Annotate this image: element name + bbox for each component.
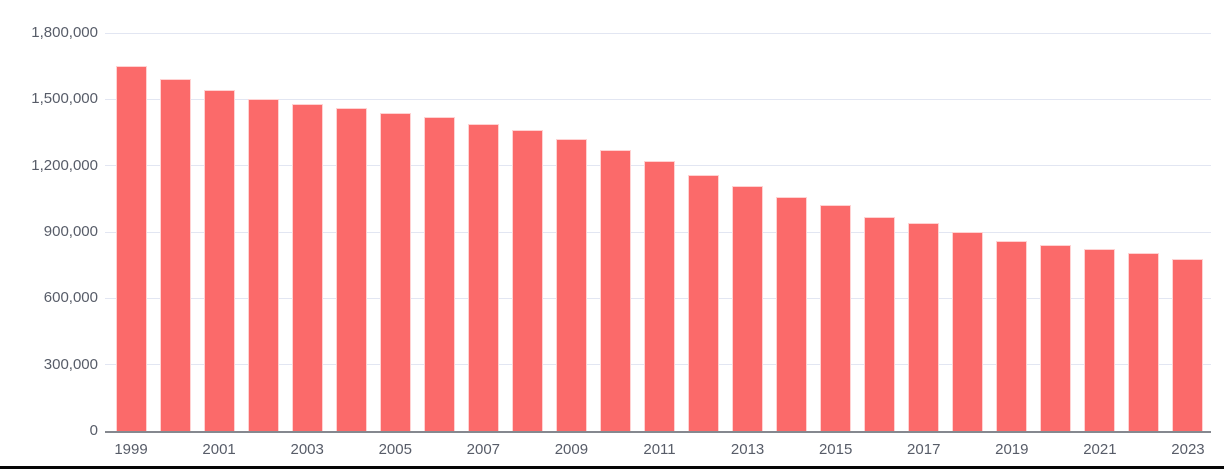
bar-2002 [247, 99, 279, 431]
x-axis-tick-label: 2007 [466, 441, 501, 458]
bar-2012 [688, 174, 720, 431]
x-axis-tick-label: 2013 [730, 441, 765, 458]
bar-2000 [159, 79, 191, 431]
x-axis-tick-label: 2015 [818, 441, 853, 458]
y-axis-tick-label: 1,200,000 [31, 156, 98, 174]
x-axis-tick-label: 2009 [554, 441, 589, 458]
x-axis-tick-label: 2023 [1171, 441, 1205, 458]
bar-2021 [1084, 248, 1116, 431]
bar-2013 [732, 185, 764, 431]
bar-2009 [555, 139, 587, 431]
bar-2011 [644, 161, 675, 431]
y-axis-tick-label: 0 [89, 422, 98, 439]
y-axis-tick-label: 1,500,000 [31, 90, 98, 108]
x-axis-tick-label: 2005 [378, 441, 412, 458]
x-axis-tick-label: 2021 [1083, 441, 1117, 458]
bar-2020 [1040, 245, 1072, 431]
gridline [105, 98, 1211, 100]
x-axis-line [105, 431, 1211, 433]
bar-2005 [379, 112, 411, 431]
bar-2003 [291, 103, 323, 431]
x-axis-tick-label: 2003 [290, 441, 324, 458]
bar-2010 [599, 150, 631, 431]
bar-2018 [952, 232, 984, 431]
gridline [105, 32, 1211, 34]
x-axis-tick-label: 2017 [907, 441, 941, 458]
x-axis-tick-label: 2011 [643, 441, 676, 458]
bar-2022 [1128, 253, 1160, 431]
x-axis-tick-label: 1999 [114, 441, 148, 458]
bar-2004 [335, 108, 367, 431]
x-axis-tick-label: 2001 [202, 441, 236, 458]
y-axis-tick-label: 1,800,000 [31, 24, 98, 41]
bar-2008 [511, 130, 543, 431]
bar-2016 [864, 216, 896, 431]
bar-2017 [908, 223, 940, 431]
y-axis-tick-label: 300,000 [43, 355, 98, 373]
bottom-rule [0, 466, 1224, 469]
bar-2001 [203, 90, 235, 431]
bar-2019 [996, 240, 1028, 431]
bar-2006 [423, 117, 455, 431]
y-axis-tick-label: 600,000 [43, 289, 98, 307]
bar-2015 [820, 205, 852, 431]
x-axis-tick-label: 2019 [995, 441, 1029, 458]
bar-2023 [1172, 258, 1204, 431]
y-axis-tick-label: 900,000 [43, 223, 98, 240]
bar-2014 [776, 196, 808, 431]
bar-2007 [467, 123, 499, 431]
bar-1999 [115, 66, 147, 431]
